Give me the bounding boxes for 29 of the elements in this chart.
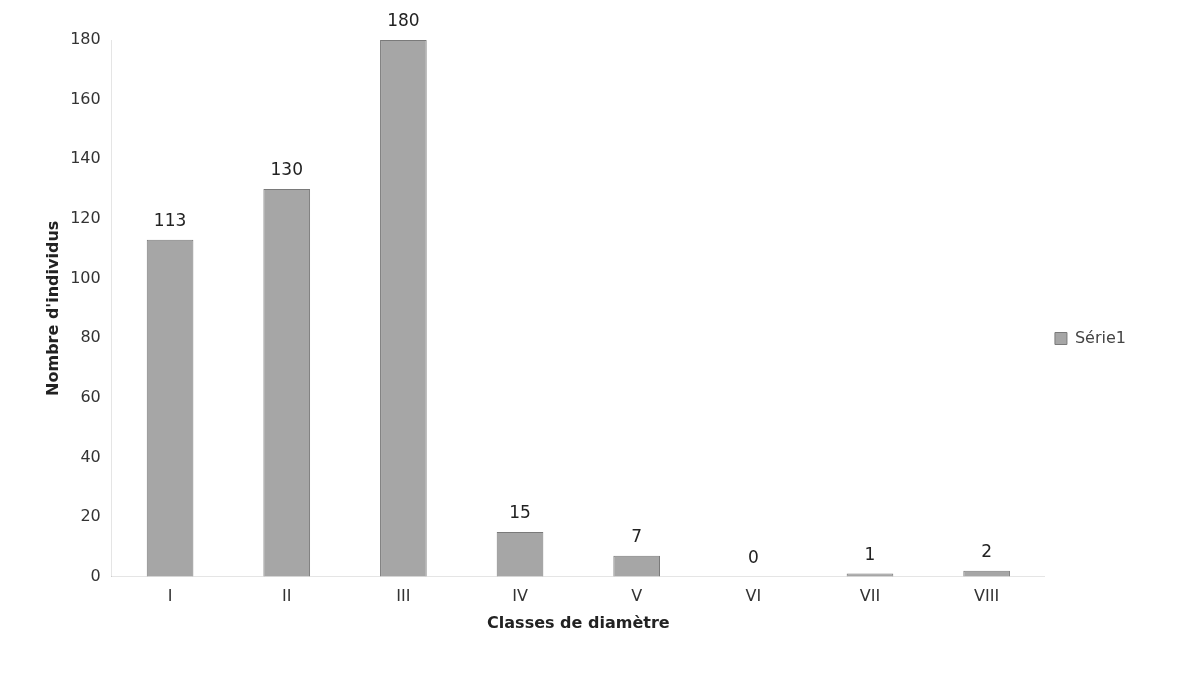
x-axis-title: Classes de diamètre: [487, 612, 670, 632]
x-tick-label: I: [167, 586, 173, 606]
x-tick-label: III: [396, 586, 411, 606]
data-label: 113: [153, 209, 187, 230]
data-label: 130: [270, 158, 303, 179]
x-tick-label: II: [282, 586, 292, 606]
legend-label: Série1: [1074, 327, 1126, 347]
y-tick-label: 180: [70, 29, 101, 49]
data-label: 2: [981, 540, 993, 561]
data-label: 15: [509, 501, 531, 522]
data-label: 1: [864, 543, 876, 564]
data-label: 0: [747, 546, 759, 567]
y-tick-label: 120: [70, 208, 101, 228]
y-tick-label: 140: [70, 148, 101, 168]
x-tick-label: VII: [859, 586, 881, 606]
y-axis-title: Nombre d'individus: [42, 220, 62, 396]
x-tick-label: VIII: [974, 586, 1000, 606]
y-tick-label: 160: [70, 88, 101, 108]
data-label: 7: [631, 525, 643, 546]
x-tick-label: VI: [745, 586, 762, 606]
y-tick-label: 0: [90, 565, 101, 585]
x-tick-label: IV: [512, 586, 528, 606]
y-tick-label: 100: [70, 267, 101, 287]
data-label: 180: [387, 9, 420, 30]
x-tick-label: V: [631, 586, 643, 606]
y-tick-label: 60: [80, 386, 101, 406]
y-tick-label: 20: [80, 506, 101, 526]
y-tick-label: 40: [80, 446, 101, 466]
y-tick-label: 80: [80, 327, 101, 347]
